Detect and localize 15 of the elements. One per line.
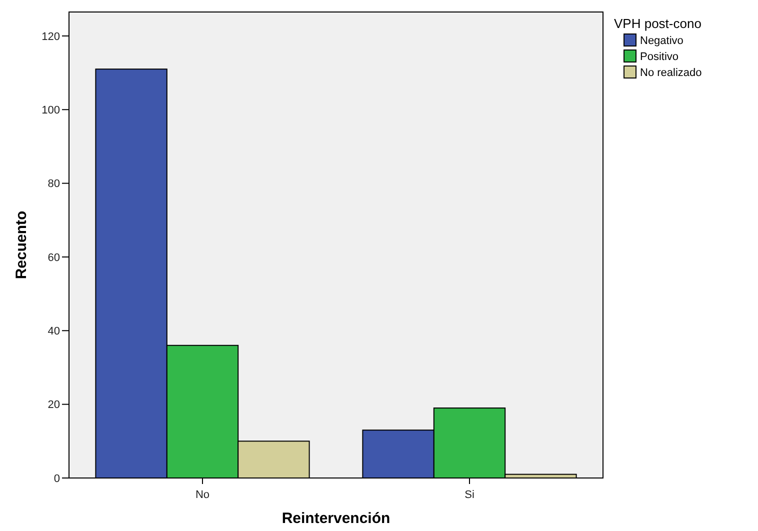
x-axis-title: Reintervención bbox=[282, 510, 390, 527]
y-tick-label: 120 bbox=[42, 30, 60, 43]
y-tick-label: 60 bbox=[48, 252, 60, 264]
x-tick-label: No bbox=[195, 489, 210, 501]
y-tick-label: 40 bbox=[48, 326, 60, 338]
legend-label: No realizado bbox=[640, 67, 702, 79]
y-tick-label: 20 bbox=[48, 399, 60, 412]
y-tick-label: 80 bbox=[48, 178, 60, 190]
y-tick-label: 100 bbox=[42, 104, 60, 116]
x-tick-label: Si bbox=[464, 489, 474, 501]
legend-title: VPH post-cono bbox=[614, 16, 702, 31]
y-tick-label: 0 bbox=[54, 472, 60, 485]
legend-label: Positivo bbox=[640, 51, 679, 63]
y-axis-title: Recuento bbox=[13, 210, 30, 280]
legend-label: Negativo bbox=[640, 35, 684, 47]
